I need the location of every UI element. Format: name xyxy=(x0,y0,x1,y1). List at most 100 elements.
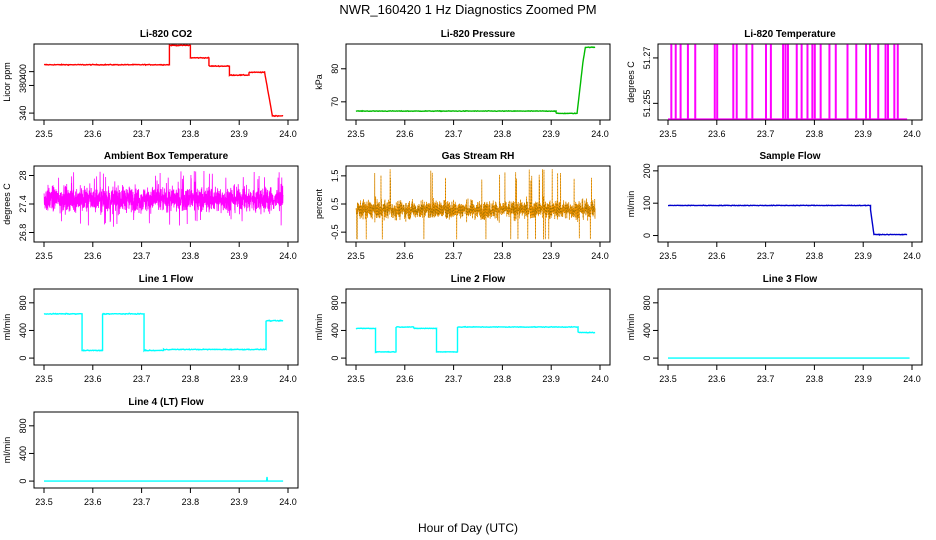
panel-sample_flow: Sample Flow 23.5 23.6 23.7 23.8 23.9 24.0 0 100 2… xyxy=(626,151,923,261)
x-tick-label: 24.0 xyxy=(279,251,297,261)
x-tick-label: 23.9 xyxy=(854,374,872,384)
x-tick-label: 23.8 xyxy=(182,129,200,139)
x-tick-label: 23.8 xyxy=(806,374,824,384)
panel-title: Gas Stream RH xyxy=(442,151,515,162)
y-tick-label: 800 xyxy=(330,295,340,310)
x-tick-label: 24.0 xyxy=(903,374,921,384)
x-tick-label: 23.8 xyxy=(182,251,200,261)
y-tick-label: 800 xyxy=(642,295,652,310)
x-tick-label: 23.6 xyxy=(84,251,102,261)
y-tick-label: 400 xyxy=(642,323,652,338)
y-tick-label: 400 xyxy=(18,64,28,79)
x-tick-label: 23.9 xyxy=(542,374,560,384)
y-axis-label: degrees C xyxy=(626,61,636,103)
x-tick-label: 24.0 xyxy=(903,251,921,261)
x-tick-label: 23.8 xyxy=(806,251,824,261)
y-axis-label: ml/min xyxy=(2,314,12,341)
y-axis-label: ml/min xyxy=(2,437,12,464)
panel-title: Sample Flow xyxy=(759,151,820,162)
x-tick-label: 24.0 xyxy=(279,497,297,507)
y-tick-label: 800 xyxy=(18,418,28,433)
y-tick-label: 400 xyxy=(330,323,340,338)
panel-title: Line 1 Flow xyxy=(139,274,194,285)
x-tick-label: 24.0 xyxy=(591,129,609,139)
panel-title: Line 2 Flow xyxy=(451,274,506,285)
y-axis-label: kPa xyxy=(314,74,324,90)
x-tick-label: 23.7 xyxy=(757,374,775,384)
panel-line3_flow: Line 3 Flow 23.5 23.6 23.7 23.8 23.9 24.0 0 400 8… xyxy=(626,274,923,384)
x-tick-label: 23.6 xyxy=(84,374,102,384)
y-tick-label: 400 xyxy=(18,446,28,461)
x-tick-label: 23.8 xyxy=(806,129,824,139)
x-tick-label: 24.0 xyxy=(591,374,609,384)
x-tick-label: 23.8 xyxy=(494,251,512,261)
series-line xyxy=(43,44,284,118)
y-tick-label: 800 xyxy=(18,295,28,310)
panel-frame xyxy=(657,288,923,366)
y-axis-label: degrees C xyxy=(2,183,12,225)
x-tick-label: 23.9 xyxy=(230,129,248,139)
x-tick-label: 24.0 xyxy=(903,129,921,139)
panel-frame xyxy=(345,288,611,366)
panel-pressure: Li-820 Pressure 23.5 23.6 23.7 23.8 23.9 24.0 7… xyxy=(314,29,611,139)
y-tick-label: 28 xyxy=(18,170,28,180)
series-line xyxy=(355,46,596,115)
x-tick-label: 23.7 xyxy=(445,251,463,261)
x-tick-label: 23.9 xyxy=(230,374,248,384)
x-tick-label: 23.7 xyxy=(133,497,151,507)
y-tick-label: 200 xyxy=(642,163,652,178)
y-tick-label: -0.5 xyxy=(330,224,340,240)
panel-title: Ambient Box Temperature xyxy=(104,151,229,162)
figure-title: NWR_160420 1 Hz Diagnostics Zoomed PM xyxy=(339,2,596,17)
series-line xyxy=(668,44,908,120)
x-tick-label: 23.5 xyxy=(659,251,677,261)
panel-line1_flow: Line 1 Flow 23.5 23.6 23.7 23.8 23.9 24.0 0 400 8… xyxy=(2,274,299,384)
x-tick-label: 23.8 xyxy=(494,374,512,384)
y-tick-label: 80 xyxy=(330,64,340,74)
panel-co2: Li-820 CO2 23.5 23.6 23.7 23.8 23.9 24.0 340 380… xyxy=(2,29,299,139)
x-tick-label: 23.7 xyxy=(757,251,775,261)
x-tick-label: 23.6 xyxy=(84,497,102,507)
y-tick-label: 70 xyxy=(330,97,340,107)
x-tick-label: 23.8 xyxy=(182,374,200,384)
y-tick-label: 0 xyxy=(330,356,340,361)
x-tick-label: 23.7 xyxy=(445,374,463,384)
y-tick-label: 0.5 xyxy=(330,198,340,211)
y-axis-label: percent xyxy=(314,188,324,219)
panel-ambient_temp: Ambient Box Temperature 23.5 23.6 23.7 23.8 2… xyxy=(2,151,299,261)
y-axis-label: Licor ppm xyxy=(2,62,12,102)
x-tick-label: 23.7 xyxy=(757,129,775,139)
x-tick-label: 23.6 xyxy=(396,251,414,261)
y-axis-label: ml/min xyxy=(626,191,636,218)
panel-title: Line 4 (LT) Flow xyxy=(128,397,204,408)
x-tick-label: 23.9 xyxy=(230,251,248,261)
panel-title: Li-820 CO2 xyxy=(140,29,193,40)
panel-title: Line 3 Flow xyxy=(763,274,818,285)
series-line xyxy=(44,476,284,482)
panel-licor_temp: Li-820 Temperature 23.5 23.6 23.7 23.8 23.9 24… xyxy=(626,29,923,139)
panel-line4_flow: Line 4 (LT) Flow 23.5 23.6 23.7 23.8 23.9 24.0… xyxy=(2,397,299,507)
x-tick-label: 23.5 xyxy=(659,129,677,139)
series-line xyxy=(667,204,908,237)
panel-frame xyxy=(33,411,299,489)
y-axis-label: ml/min xyxy=(626,314,636,341)
x-tick-label: 23.6 xyxy=(396,374,414,384)
x-tick-label: 23.8 xyxy=(182,497,200,507)
y-axis-label: ml/min xyxy=(314,314,324,341)
panel-frame xyxy=(33,288,299,366)
y-tick-label: 100 xyxy=(642,196,652,211)
y-tick-label: 27.4 xyxy=(18,195,28,213)
y-tick-label: 51.255 xyxy=(642,90,652,118)
panel-grid: Li-820 CO2 23.5 23.6 23.7 23.8 23.9 24.0 340 380… xyxy=(2,29,923,507)
x-tick-label: 23.9 xyxy=(542,251,560,261)
x-tick-label: 23.7 xyxy=(133,251,151,261)
panel-gas_rh: Gas Stream RH 23.5 23.6 23.7 23.8 23.9 24.0 -0.… xyxy=(314,151,611,261)
x-tick-label: 24.0 xyxy=(279,374,297,384)
panel-frame xyxy=(345,43,611,121)
y-tick-label: 51.27 xyxy=(642,47,652,70)
x-tick-label: 23.6 xyxy=(396,129,414,139)
x-tick-label: 24.0 xyxy=(591,251,609,261)
panel-title: Li-820 Temperature xyxy=(744,29,836,40)
x-tick-label: 23.5 xyxy=(347,374,365,384)
